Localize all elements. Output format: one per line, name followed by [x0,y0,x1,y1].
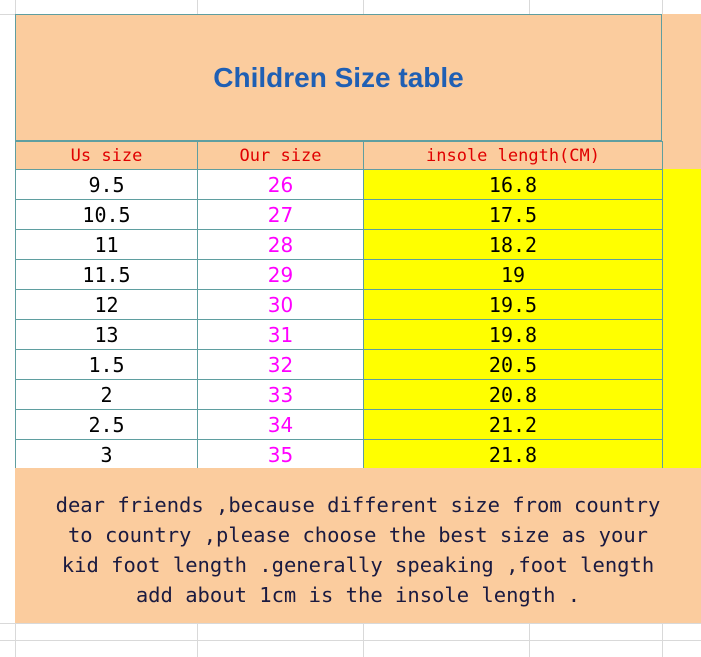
grid-line [0,623,701,624]
note-line: dear friends ,because different size fro… [55,493,661,517]
side-fill [662,169,701,468]
side-fill [662,14,701,169]
note: dear friends ,because different size fro… [15,468,701,623]
table-cell: 30 [197,289,364,320]
table-cell: 26 [197,169,364,200]
table-cell: 10.5 [15,199,198,230]
table-cell: 19 [363,259,663,290]
table-cell: 29 [197,259,364,290]
table-cell: 33 [197,379,364,410]
header-cell: Our size [197,141,364,170]
table-cell: 1.5 [15,349,198,380]
table-cell: 16.8 [363,169,663,200]
table-cell: 2.5 [15,409,198,440]
table-cell: 20.5 [363,349,663,380]
table-cell: 28 [197,229,364,260]
note-line: kid foot length .generally speaking ,foo… [61,553,655,577]
table-cell: 20.8 [363,379,663,410]
table-cell: 17.5 [363,199,663,230]
table-cell: 2 [15,379,198,410]
table-cell: 34 [197,409,364,440]
table-cell: 27 [197,199,364,230]
grid-line [0,640,701,641]
header-cell: insole length(CM) [363,141,663,170]
table-cell: 11.5 [15,259,198,290]
table-cell: 18.2 [363,229,663,260]
table-cell: 13 [15,319,198,350]
table-cell: 9.5 [15,169,198,200]
table-cell: 35 [197,439,364,470]
note-line: to country ,please choose the best size … [67,523,649,547]
note-line: add about 1cm is the insole length . [135,583,581,607]
table-title: Children Size table [15,14,662,141]
table-cell: 31 [197,319,364,350]
table-cell: 21.2 [363,409,663,440]
table-cell: 12 [15,289,198,320]
table-cell: 3 [15,439,198,470]
table-cell: 32 [197,349,364,380]
table-cell: 19.8 [363,319,663,350]
table-cell: 11 [15,229,198,260]
header-cell: Us size [15,141,198,170]
table-cell: 19.5 [363,289,663,320]
table-cell: 21.8 [363,439,663,470]
